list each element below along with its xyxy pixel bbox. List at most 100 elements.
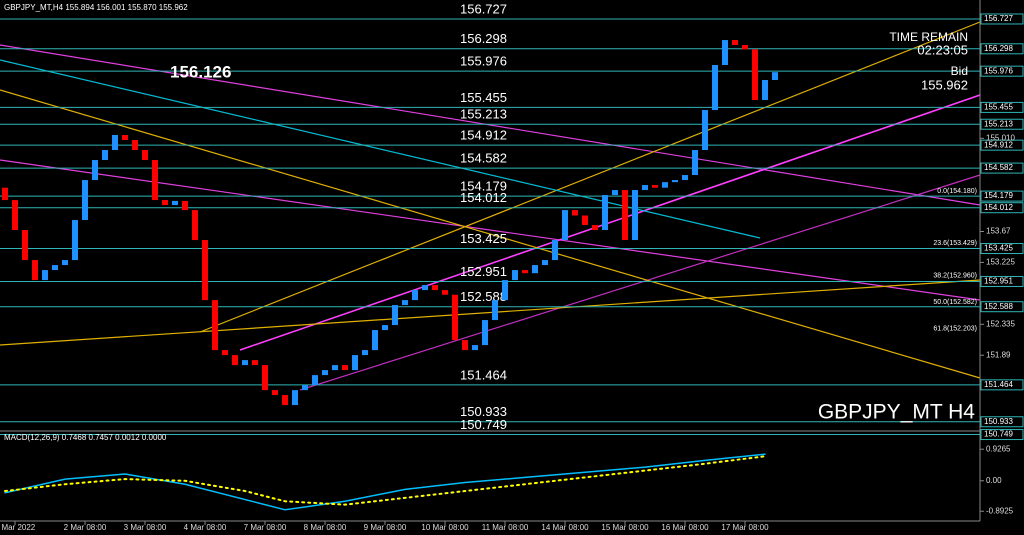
candle [332, 365, 338, 371]
candle [202, 240, 208, 301]
x-tick-label: 11 Mar 08:00 [482, 523, 529, 532]
level-axis-box [980, 243, 1024, 255]
level-label: 155.455 [460, 90, 507, 105]
candle [462, 340, 468, 351]
candle [622, 190, 628, 241]
level-axis-box [980, 429, 1024, 441]
fib-label: 23.6(153.429) [933, 240, 977, 247]
level-axis-box [980, 416, 1024, 428]
y-tick-label: 0.9265 [986, 444, 1011, 453]
level-axis-box [980, 301, 1024, 313]
candle [532, 265, 538, 274]
candle [362, 350, 368, 356]
candle [252, 360, 258, 366]
fib-label: 61.8(152.203) [933, 325, 977, 332]
x-tick-label: 14 Mar 08:00 [541, 523, 589, 532]
x-tick-label: 4 Mar 08:00 [184, 523, 227, 532]
candle [742, 44, 748, 50]
candle [302, 385, 308, 391]
candle [212, 300, 218, 351]
candle [222, 350, 228, 356]
candle [502, 280, 508, 301]
candle [652, 185, 658, 188]
candle [322, 370, 328, 376]
candle [472, 345, 478, 351]
candle [592, 225, 598, 231]
candle [712, 64, 718, 111]
candle [562, 210, 568, 241]
bid: 155.962 [921, 77, 968, 92]
level-axis-box [980, 275, 1024, 287]
level-label: 151.464 [460, 367, 507, 382]
candle [582, 215, 588, 226]
y-tick-label: 153.67 [986, 227, 1011, 236]
x-tick-label: 10 Mar 08:00 [421, 523, 469, 532]
candle [432, 285, 438, 291]
level-label: 154.012 [460, 190, 507, 205]
y-tick-label: 153.225 [986, 258, 1015, 267]
macd-title: MACD(12,26,9) 0.7468 0.7457 0.0012 0.000… [4, 433, 167, 442]
level-label: 150.933 [460, 404, 507, 419]
x-tick-label: 15 Mar 08:00 [601, 523, 649, 532]
candle [442, 290, 448, 295]
level-axis-box [980, 13, 1024, 25]
candle [542, 260, 548, 266]
fib-label: 38.2(152.960) [933, 273, 977, 280]
level-label: 150.749 [460, 417, 507, 432]
candle [22, 230, 28, 261]
level-axis-label: 150.749 [984, 430, 1013, 439]
candle [312, 375, 318, 386]
candle [142, 150, 148, 161]
candle [112, 135, 118, 151]
candle [402, 300, 408, 306]
level-label: 152.951 [460, 264, 507, 279]
level-axis-box [980, 101, 1024, 113]
candle [412, 290, 418, 301]
candle [32, 260, 38, 281]
candle [372, 330, 378, 351]
series-line [4, 455, 766, 506]
level-axis-label: 151.464 [984, 380, 1013, 389]
level-axis-label: 152.588 [984, 302, 1013, 311]
candle [352, 355, 358, 371]
candle [172, 200, 178, 206]
candle [242, 360, 248, 366]
level-axis-box [980, 162, 1024, 174]
x-tick-label: 9 Mar 08:00 [364, 523, 407, 532]
trend-lines [0, 21, 981, 391]
candle [192, 210, 198, 241]
candle [762, 80, 768, 101]
candle [122, 135, 128, 141]
series-line [4, 453, 766, 511]
candle [632, 190, 638, 241]
level-label: 154.179 [460, 179, 507, 194]
trend-line [0, 159, 981, 301]
candle [342, 365, 348, 371]
candle [62, 260, 68, 266]
candle [452, 294, 458, 341]
candle [722, 40, 728, 65]
candle [602, 195, 608, 231]
candle [522, 270, 528, 274]
candle [12, 200, 18, 231]
level-label: 156.727 [460, 1, 507, 16]
x-tick-label: 8 Mar 08:00 [304, 523, 347, 532]
level-axis-label: 152.951 [984, 277, 1013, 286]
x-tick-label: 16 Mar 08:00 [661, 523, 709, 532]
candle [552, 240, 558, 261]
candle [272, 390, 278, 396]
candle [232, 355, 238, 366]
y-tick-label: 155.010 [986, 133, 1015, 142]
level-axis-box [980, 202, 1024, 214]
candle [672, 180, 678, 183]
marker-price: 156.126 [170, 62, 231, 81]
level-axis-box [980, 139, 1024, 151]
level-axis-label: 154.179 [984, 191, 1013, 200]
bid-label: Bid [951, 64, 968, 78]
level-axis-box [980, 118, 1024, 130]
level-axis-label: 156.298 [984, 44, 1013, 53]
level-label: 155.213 [460, 107, 507, 122]
candle [682, 175, 688, 181]
trend-line [239, 94, 981, 351]
